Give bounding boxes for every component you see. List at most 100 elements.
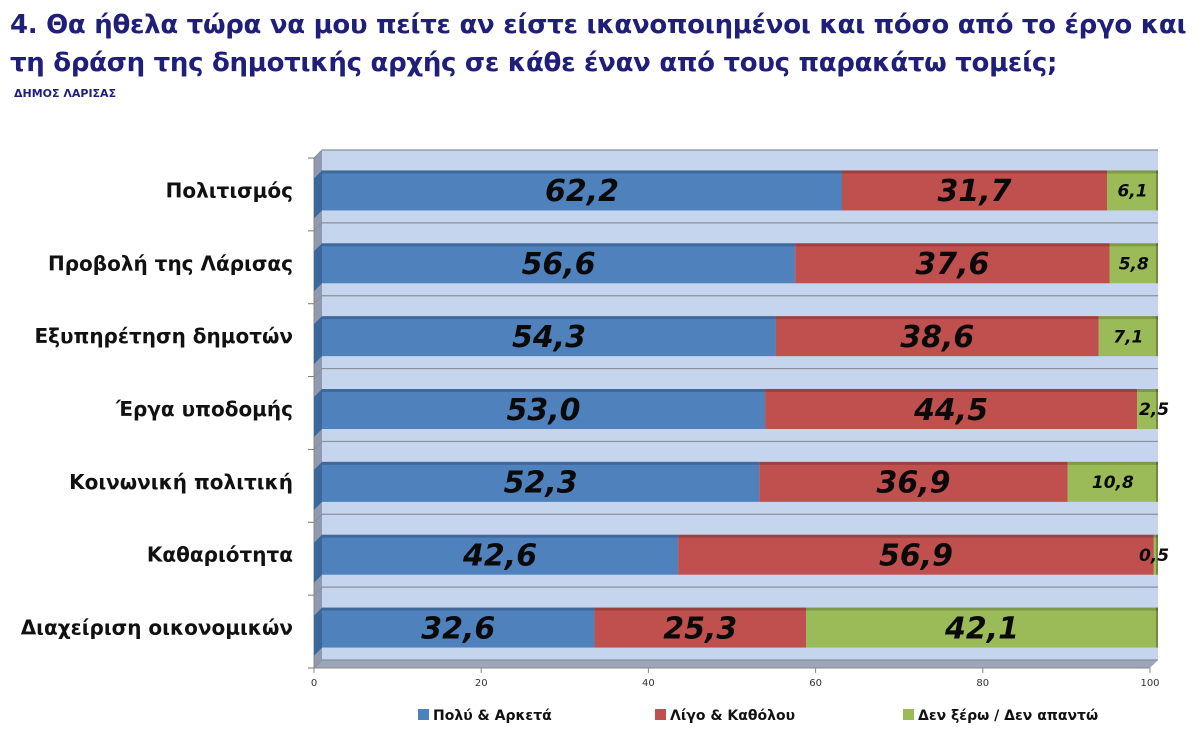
bar-end-edge: [1156, 170, 1158, 211]
bar-end-edge: [1156, 461, 1158, 502]
bar-top-edge: [322, 534, 679, 538]
data-label: 56,6: [522, 247, 596, 282]
bar-segment: [765, 389, 1138, 429]
data-label: 44,5: [913, 393, 988, 428]
bar-end-edge: [1156, 243, 1158, 284]
bar-segment: [1153, 534, 1158, 575]
gridline-side: [313, 513, 323, 523]
data-label: 36,9: [876, 466, 950, 501]
data-label: 10,8: [1092, 473, 1134, 493]
bar-segment: [1137, 389, 1158, 429]
x-tick-label: 60: [809, 678, 822, 689]
category-label: Εξυπηρέτηση δημοτών: [35, 324, 293, 348]
bar-segment: [322, 461, 760, 502]
bar-side-face: [314, 461, 322, 510]
data-label: 5,8: [1119, 254, 1149, 274]
bar-top-edge: [1109, 243, 1158, 247]
bar-side-face: [314, 534, 322, 583]
gridline-side: [313, 295, 323, 305]
bar-top-edge: [1153, 534, 1158, 538]
bar-top-edge: [1098, 316, 1158, 320]
gridline-side: [313, 368, 323, 377]
bar-top-edge: [322, 461, 760, 465]
bar-end-edge: [1156, 389, 1158, 429]
x-tick-label: 40: [642, 678, 655, 689]
category-label: Διαχείριση οικονομικών: [21, 616, 293, 640]
chart-title: 4. Θα ήθελα τώρα να μου πείτε αν είστε ι…: [10, 10, 1187, 78]
bar-segment: [322, 389, 766, 429]
bar-segment: [322, 607, 595, 648]
value-labels: 62,2 31,7 6,1 56,6 37,6 5,8 54,3 38,6 7,1 53,0 44,…: [421, 174, 1169, 646]
legend-label: Δεν ξέρω / Δεν απαντώ: [918, 708, 1098, 724]
plot-floor: [314, 660, 1158, 668]
bar-segment: [795, 243, 1110, 284]
x-tick-label: 80: [976, 678, 989, 689]
legend-swatch: [655, 709, 666, 720]
data-label: 56,9: [879, 539, 953, 574]
bar-top-edge: [322, 389, 766, 392]
bar-top-edge: [1067, 461, 1158, 465]
legend-swatch: [418, 709, 429, 720]
bar-side-face: [314, 170, 322, 219]
bar-top-edge: [765, 389, 1138, 392]
data-label: 62,2: [545, 174, 619, 209]
gridline-side: [313, 659, 323, 669]
legend-label: Λίγο & Καθόλου: [670, 708, 795, 724]
bar-segment: [322, 170, 842, 211]
bar-segment: [1098, 316, 1158, 357]
bar-end-edge: [1156, 607, 1158, 648]
data-label: 54,3: [512, 320, 586, 355]
bar-top-edge: [322, 316, 776, 320]
bar-top-edge: [322, 607, 595, 611]
data-label: 6,1: [1117, 182, 1147, 202]
bar-side-face: [314, 389, 322, 437]
bar-segment: [594, 607, 807, 648]
x-tick-label: 20: [475, 678, 488, 689]
category-label: Κοινωνική πολιτική: [69, 470, 293, 494]
data-label: 38,6: [900, 320, 974, 355]
gridline-side: [313, 149, 323, 159]
bar-segment: [806, 607, 1158, 648]
bar-segment: [678, 534, 1154, 575]
data-label: 31,7: [937, 174, 1011, 209]
bar-end-edge: [1156, 534, 1158, 575]
category-label: Προβολή της Λάρισας: [48, 251, 293, 275]
bar-segment: [322, 534, 679, 575]
bar-side-face: [314, 316, 322, 365]
data-label: 25,3: [663, 611, 737, 646]
gridline-side: [313, 441, 323, 450]
bar-top-edge: [678, 534, 1154, 538]
bar-end-edge: [1156, 316, 1158, 357]
data-label: 7,1: [1113, 327, 1143, 347]
bar-side-face: [314, 243, 322, 292]
gridline-side: [313, 222, 323, 232]
bar-top-edge: [841, 170, 1108, 174]
bar-top-edge: [1107, 170, 1158, 174]
bar-top-edge: [775, 316, 1099, 320]
legend-swatch: [903, 709, 914, 720]
gridline-side: [313, 586, 323, 596]
bar-side-face: [314, 607, 322, 656]
bar-top-edge: [594, 607, 807, 611]
category-label: Καθαριότητα: [147, 543, 293, 567]
bar-top-edge: [759, 461, 1068, 465]
bar-segment: [322, 243, 796, 284]
bar-top-edge: [1137, 389, 1158, 392]
data-label: 37,6: [915, 247, 989, 282]
bar-top-edge: [806, 607, 1158, 611]
bar-top-edge: [322, 243, 796, 247]
data-label: 42,6: [462, 539, 537, 574]
data-label: 32,6: [421, 611, 495, 646]
legend-label: Πολύ & Αρκετά: [433, 708, 552, 724]
bars: [314, 170, 1158, 656]
legend: Πολύ & Αρκετά Λίγο & Καθόλου Δεν ξέρω / Δε…: [418, 708, 1098, 724]
bar-segment: [1067, 461, 1158, 502]
bar-segment: [1107, 170, 1158, 211]
chart-subtitle: ΔΗΜΟΣ ΛΑΡΙΣΑΣ: [14, 87, 117, 100]
data-label: 2,5: [1139, 400, 1169, 420]
bar-segment: [322, 316, 776, 357]
category-label: Πολιτισμός: [166, 178, 293, 202]
bar-top-edge: [795, 243, 1110, 247]
category-label: Έργα υποδομής: [115, 397, 293, 421]
